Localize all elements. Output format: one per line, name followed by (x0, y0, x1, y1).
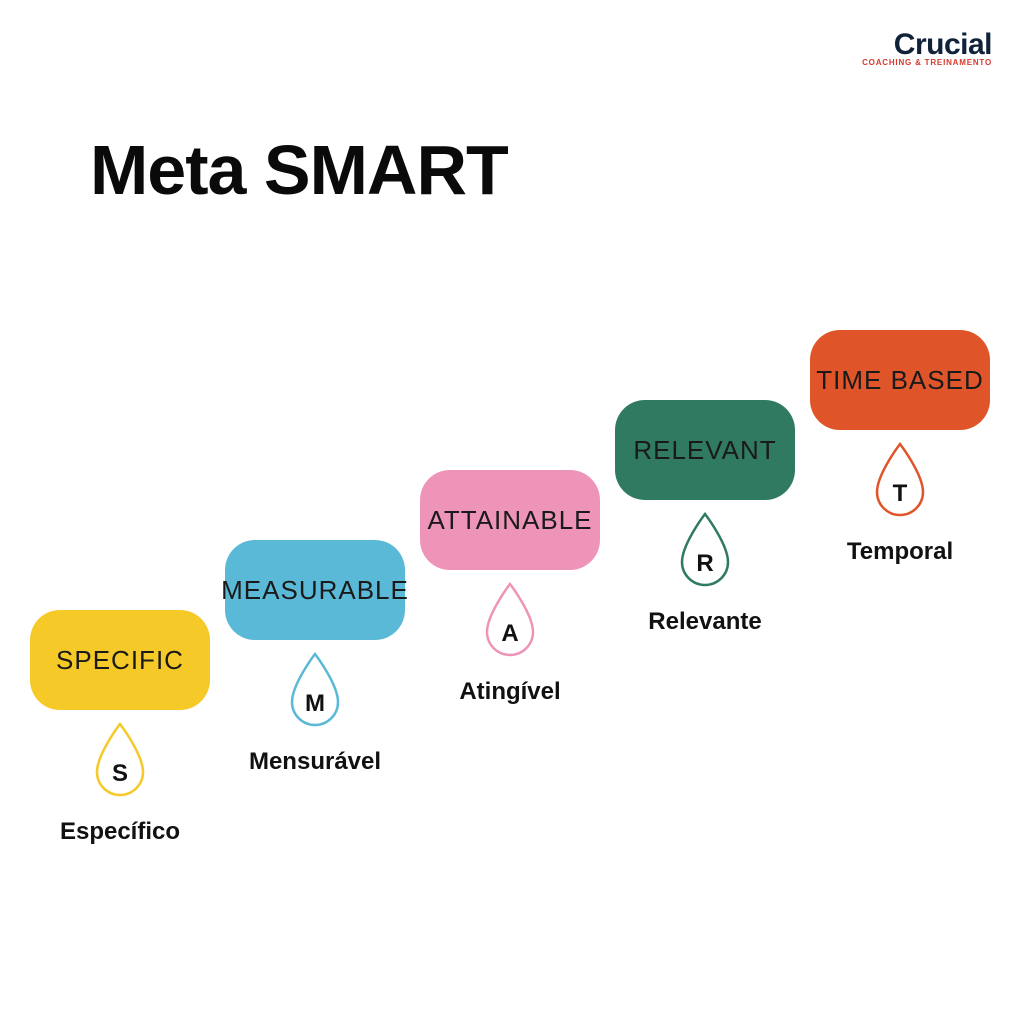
step-sublabel: Relevante (648, 608, 761, 636)
drop-letter: R (674, 550, 736, 578)
pill-label: ATTAINABLE (420, 470, 600, 570)
drop-letter: A (479, 620, 541, 648)
brand-logo: Crucial COACHING & TREINAMENTO (862, 28, 992, 67)
page-title: Meta SMART (90, 130, 508, 210)
smart-step-s: SPECIFIC S Específico (30, 610, 210, 846)
step-sublabel: Mensurável (249, 748, 381, 776)
pill-label: RELEVANT (615, 400, 795, 500)
drop-icon: R (674, 510, 736, 592)
pill-label: MEASURABLE (225, 540, 405, 640)
drop-icon: T (869, 440, 931, 522)
step-sublabel: Temporal (847, 538, 953, 566)
drop-letter: M (284, 690, 346, 718)
pill-label: TIME BASED (810, 330, 990, 430)
drop-icon: M (284, 650, 346, 732)
smart-step-r: RELEVANT R Relevante (615, 400, 795, 636)
pill-label: SPECIFIC (30, 610, 210, 710)
smart-step-a: ATTAINABLE A Atingível (420, 470, 600, 706)
smart-step-t: TIME BASED T Temporal (810, 330, 990, 566)
drop-icon: A (479, 580, 541, 662)
logo-tagline: COACHING & TREINAMENTO (862, 58, 992, 67)
drop-letter: T (869, 480, 931, 508)
drop-letter: S (89, 760, 151, 788)
smart-step-m: MEASURABLE M Mensurável (225, 540, 405, 776)
step-sublabel: Específico (60, 818, 180, 846)
drop-icon: S (89, 720, 151, 802)
step-sublabel: Atingível (459, 678, 560, 706)
logo-text-part: Crucial (894, 28, 992, 61)
logo-main-text: Crucial (862, 28, 992, 62)
